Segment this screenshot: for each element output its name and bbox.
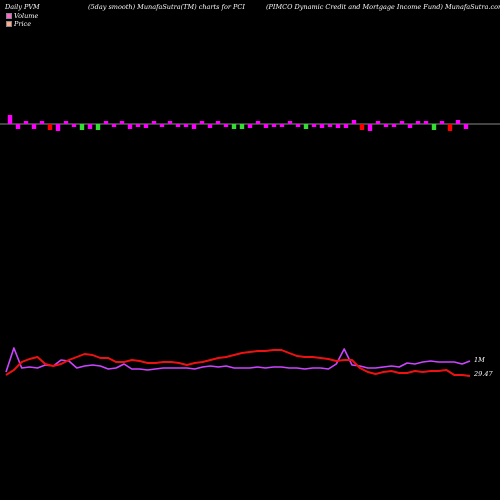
volume-bar — [143, 124, 149, 128]
volume-bar — [55, 124, 61, 131]
volume-bar — [271, 124, 277, 127]
volume-bar — [79, 124, 85, 130]
volume-bar — [7, 115, 13, 124]
volume-bar — [215, 121, 221, 124]
legend-item-price: Price — [6, 20, 38, 28]
volume-bar — [391, 124, 397, 127]
volume-bar — [87, 124, 93, 129]
volume-bar — [127, 124, 133, 129]
volume-bar — [279, 124, 285, 127]
header-title: (5day smooth) MunafaSutra(TM) charts for… — [88, 3, 245, 11]
volume-bar — [103, 121, 109, 124]
volume-bar — [23, 121, 29, 124]
pvm-line — [5, 347, 471, 373]
header-fund-name: (PIMCO Dynamic Credit and Mortgage Incom… — [266, 3, 500, 11]
volume-bars — [7, 115, 469, 131]
volume-bar — [71, 124, 77, 127]
volume-bar — [135, 124, 141, 127]
volume-bar — [303, 124, 309, 129]
legend-swatch-price — [6, 21, 12, 27]
label-1m: 1M — [474, 356, 485, 364]
header-left: Daily PVM — [5, 3, 40, 11]
legend: Volume Price — [6, 12, 38, 28]
volume-bar — [335, 124, 341, 128]
volume-bar — [199, 121, 205, 124]
volume-bar — [247, 124, 253, 128]
volume-bar — [399, 121, 405, 124]
volume-bar — [311, 124, 317, 127]
volume-bar — [407, 124, 413, 128]
volume-bar — [255, 121, 261, 124]
volume-bar — [191, 124, 197, 129]
volume-bar — [287, 121, 293, 124]
volume-bar — [95, 124, 101, 130]
volume-bar — [31, 124, 37, 129]
volume-bar — [47, 124, 53, 130]
volume-bar — [359, 124, 365, 130]
volume-bar — [207, 124, 213, 128]
volume-bar — [343, 124, 349, 128]
volume-bar — [439, 121, 445, 124]
volume-bar — [367, 124, 373, 131]
price-lines — [5, 347, 471, 377]
volume-bar — [167, 121, 173, 124]
volume-bar — [375, 121, 381, 124]
volume-bar — [447, 124, 453, 131]
volume-bar — [39, 121, 45, 124]
legend-label-volume: Volume — [14, 12, 39, 20]
volume-bar — [63, 121, 69, 124]
volume-bar — [231, 124, 237, 129]
volume-bar — [15, 124, 21, 129]
volume-bar — [295, 124, 301, 127]
label-price: 29.47 — [473, 370, 493, 378]
volume-bar — [175, 124, 181, 127]
legend-label-price: Price — [14, 20, 32, 28]
volume-bar — [223, 124, 229, 127]
legend-swatch-volume — [6, 13, 12, 19]
volume-bar — [327, 124, 333, 127]
volume-bar — [111, 124, 117, 127]
volume-bar — [383, 124, 389, 127]
volume-bar — [263, 124, 269, 128]
volume-bar — [151, 121, 157, 124]
price-line — [5, 349, 471, 377]
volume-bar — [183, 124, 189, 127]
volume-bar — [415, 121, 421, 124]
volume-bar — [351, 120, 357, 124]
volume-bar — [431, 124, 437, 130]
volume-bar — [455, 120, 461, 124]
volume-bar — [463, 124, 469, 129]
volume-bar — [423, 121, 429, 124]
volume-bar — [319, 124, 325, 128]
legend-item-volume: Volume — [6, 12, 38, 20]
volume-bar — [159, 124, 165, 127]
volume-bar — [119, 121, 125, 124]
volume-bar — [239, 124, 245, 129]
